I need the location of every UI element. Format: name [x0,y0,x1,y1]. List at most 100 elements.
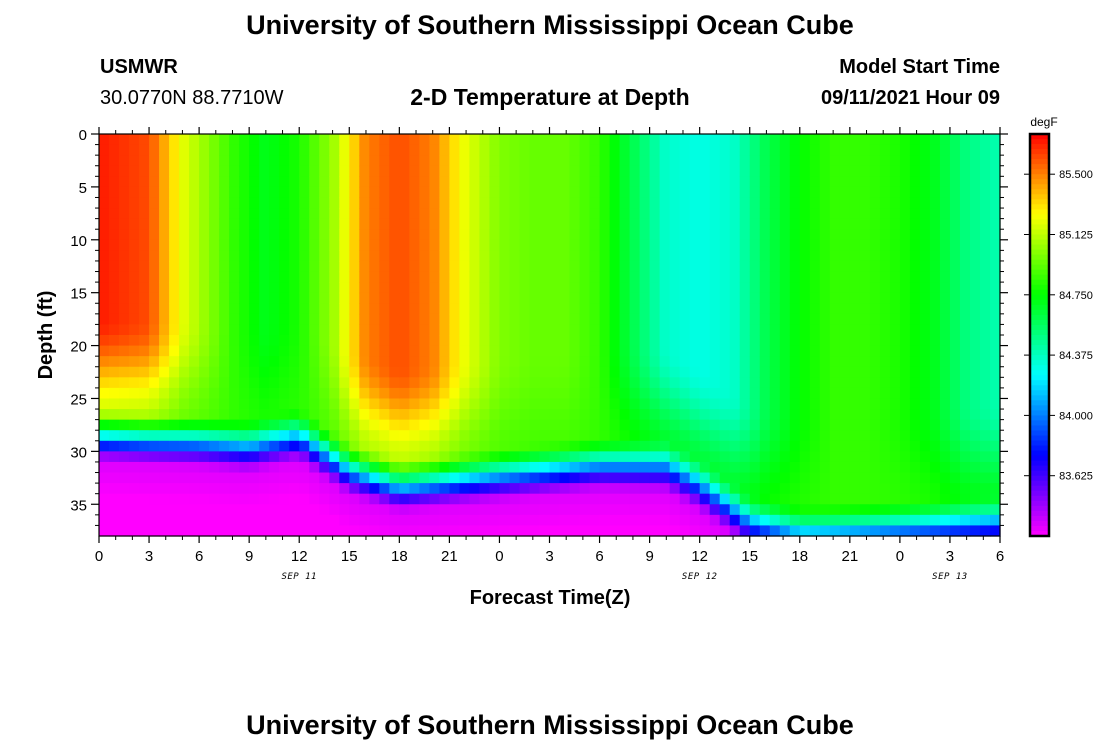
heatmap-cell [809,229,821,241]
heatmap-cell [259,324,270,336]
heatmap-cell [769,239,781,251]
colorbar-cells [1030,134,1049,537]
heatmap-cell [439,176,450,188]
heatmap-cell [959,303,971,315]
heatmap-cell [919,461,931,474]
heatmap-cell [269,335,280,347]
heatmap-cell [629,303,641,315]
heatmap-cell [479,292,491,304]
heatmap-cell [699,165,711,177]
heatmap-cell [589,461,601,474]
heatmap-cell [449,208,460,220]
heatmap-cell [519,176,531,188]
heatmap-cell [329,292,340,304]
heatmap-cell [129,208,140,220]
heatmap-cell [439,197,450,209]
heatmap-cell [939,208,951,220]
heatmap-cell [339,165,350,177]
heatmap-cell [359,345,370,357]
heatmap-cell [889,176,901,188]
heatmap-cell [449,134,460,146]
heatmap-cell [269,250,280,262]
heatmap-cell [489,335,501,347]
heatmap-cell [809,282,821,294]
heatmap-cell [799,324,811,336]
heatmap-cell [419,461,430,474]
heatmap-cell [879,377,891,389]
heatmap-cell [259,377,270,389]
heatmap-cell [209,197,220,209]
heatmap-cell [369,356,380,368]
heatmap-cell [449,155,460,167]
heatmap-cell [889,239,901,251]
heatmap-cell [889,271,901,283]
heatmap-cell [569,176,581,188]
heatmap-cell [209,356,220,368]
heatmap-cell [819,451,831,463]
heatmap-cell [229,134,240,146]
heatmap-cell [449,218,460,230]
heatmap-cell [559,313,571,326]
heatmap-cell [649,472,661,484]
heatmap-cell [159,461,170,474]
heatmap-cell [219,324,230,336]
heatmap-cell [699,218,711,230]
heatmap-cell [919,250,931,262]
heatmap-cell [259,514,270,527]
heatmap-cell [899,176,911,188]
heatmap-cell [789,144,801,156]
heatmap-cell [819,387,831,400]
heatmap-cell [919,155,931,167]
colorbar-cell [1030,400,1049,406]
heatmap-cell [349,134,360,146]
heatmap-cell [969,514,981,527]
heatmap-cell [429,218,440,230]
heatmap-cell [199,271,210,283]
heatmap-cell [929,356,941,368]
heatmap-cell [239,134,250,146]
colorbar-cell [1030,490,1049,497]
heatmap-cell [499,440,511,452]
heatmap-cell [449,345,460,357]
heatmap-cell [359,260,370,273]
heatmap-cell [629,229,641,241]
heatmap-cell [689,324,701,336]
heatmap-cell [319,387,330,400]
heatmap-cell [769,377,781,389]
heatmap-cell [289,514,300,527]
heatmap-cell [159,409,170,421]
heatmap-cell [839,229,851,241]
heatmap-cell [309,356,320,368]
heatmap-cell [169,134,180,146]
heatmap-cell [309,250,320,262]
heatmap-cell [549,186,561,199]
heatmap-cell [959,419,971,431]
heatmap-cell [929,134,941,146]
heatmap-cell [229,282,240,294]
heatmap-cell [199,366,210,378]
heatmap-cell [879,250,891,262]
heatmap-cell [609,134,621,146]
heatmap-cell [309,271,320,283]
heatmap-cell [819,398,831,410]
heatmap-cell [559,430,571,442]
heatmap-cell [689,461,701,474]
heatmap-cell [399,461,410,474]
heatmap-cell [139,451,150,463]
heatmap-cell [319,366,330,378]
heatmap-cell [609,186,621,199]
heatmap-cell [539,335,551,347]
heatmap-cell [379,165,390,177]
heatmap-cell [119,409,130,421]
heatmap-cell [769,271,781,283]
heatmap-cell [369,387,380,400]
heatmap-cell [279,356,290,368]
heatmap-cell [629,165,641,177]
heatmap-cell [919,303,931,315]
heatmap-cell [689,387,701,400]
heatmap-cell [549,514,561,527]
heatmap-cell [129,250,140,262]
heatmap-cell [649,377,661,389]
heatmap-cell [439,377,450,389]
colorbar-cell [1030,149,1049,155]
